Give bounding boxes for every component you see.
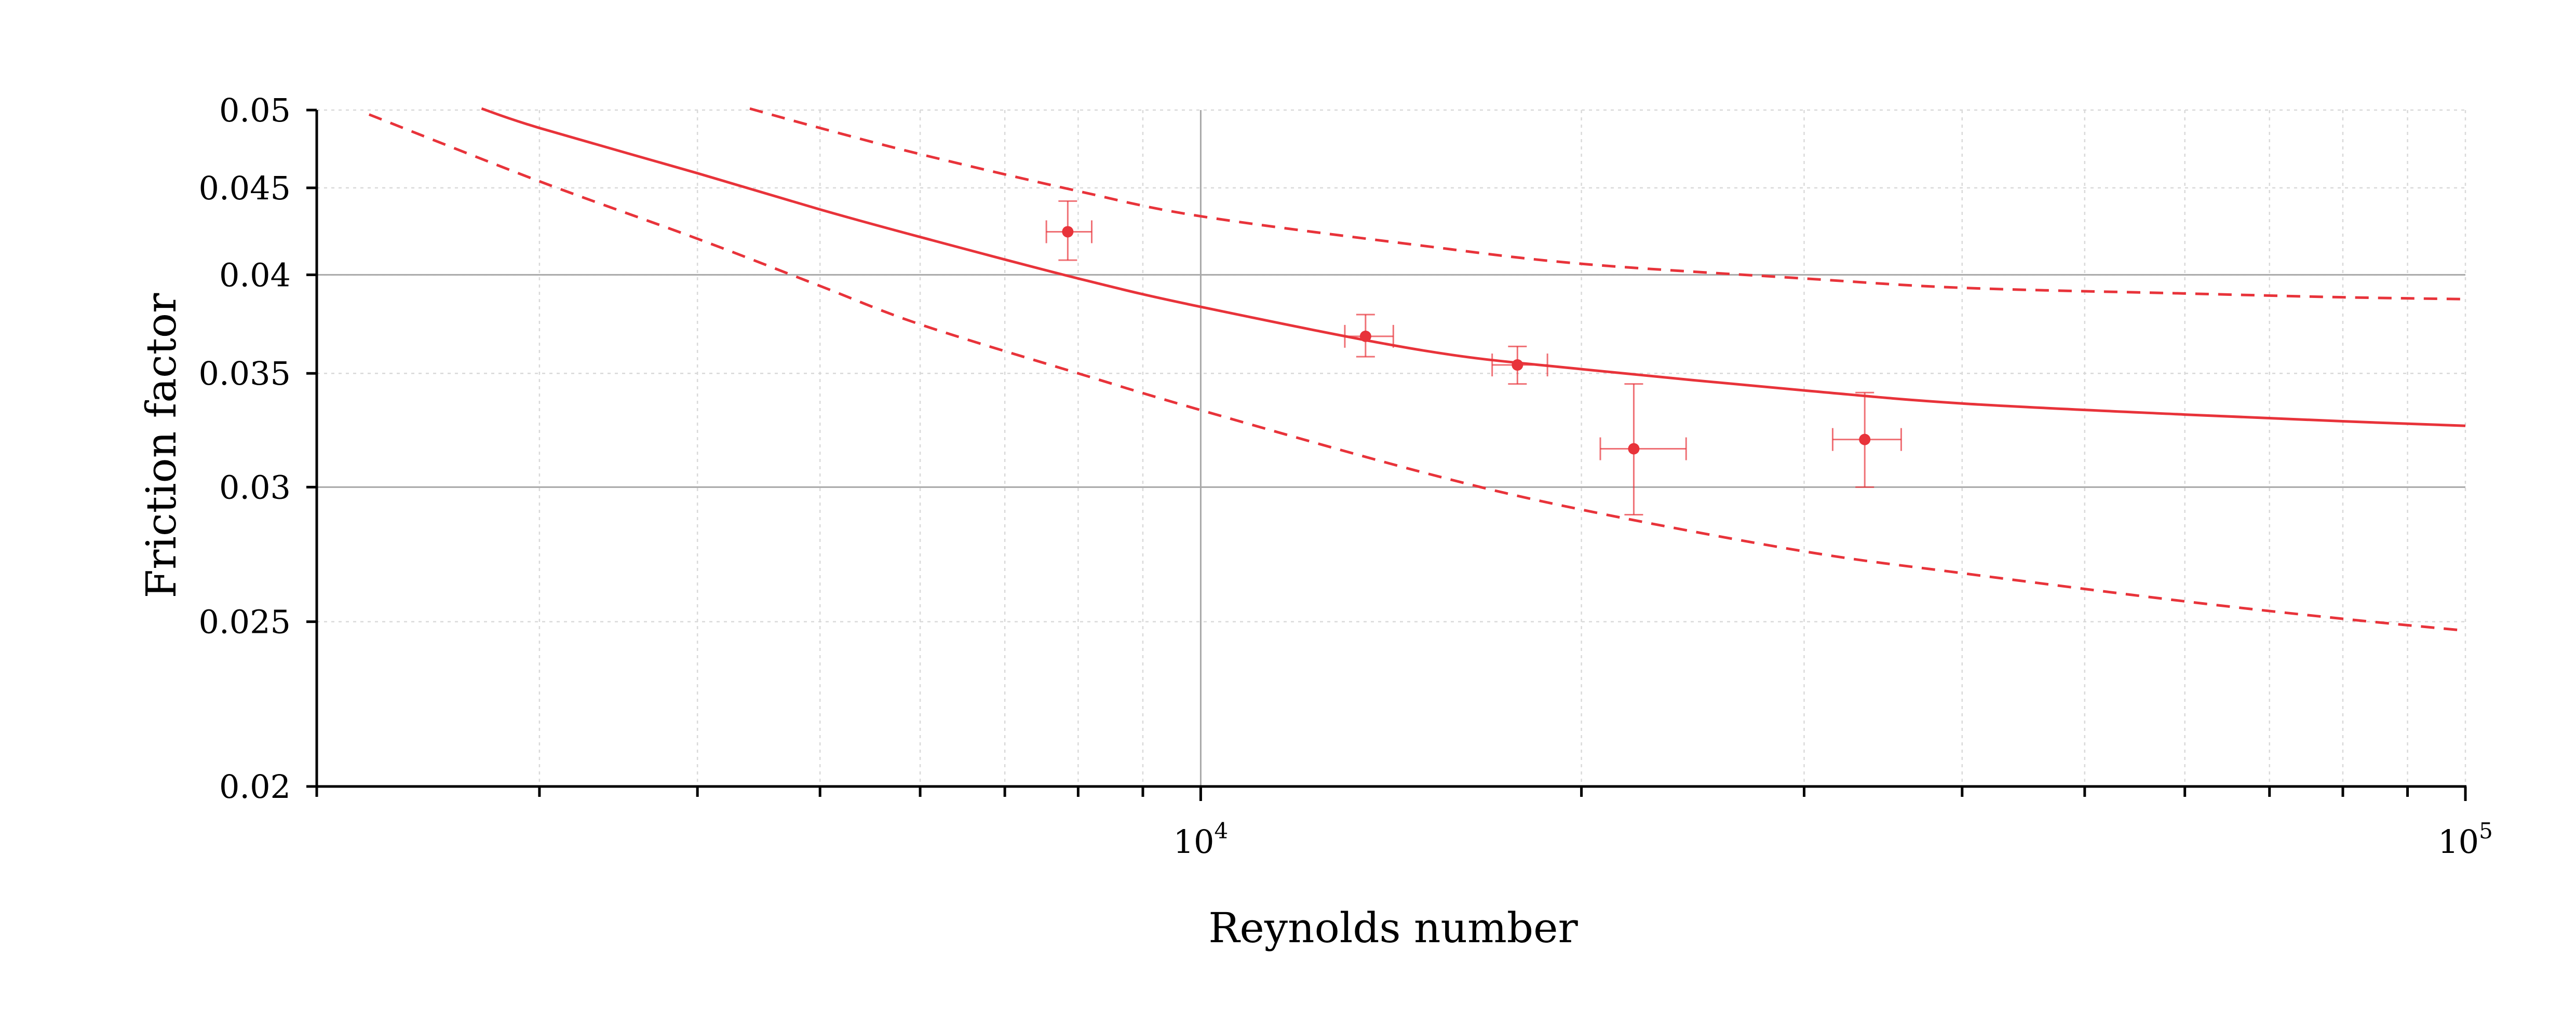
y-tick-label: 0.03 <box>219 468 291 506</box>
y-tick-label: 0.035 <box>199 355 291 392</box>
x-tick-label-base: 10 <box>1174 823 1215 861</box>
data-marker <box>1628 443 1640 455</box>
y-axis-title: Friction factor <box>137 293 185 598</box>
dashed-bound-curve <box>749 107 2465 301</box>
x-axis-title: Reynolds number <box>1208 904 1578 952</box>
data-marker <box>1859 433 1871 445</box>
x-tick-label-base: 10 <box>2438 823 2479 861</box>
data-point <box>1344 314 1394 358</box>
x-tick-label-exponent: 5 <box>2479 818 2493 844</box>
data-points <box>1045 200 1902 516</box>
data-marker <box>1359 330 1371 342</box>
y-tick-label: 0.045 <box>199 169 291 207</box>
x-tick-label-exponent: 4 <box>1214 818 1228 844</box>
x-tick-label: 104 <box>1174 818 1229 861</box>
data-point <box>1491 345 1548 385</box>
major-grid <box>317 110 2465 786</box>
series-curves <box>368 107 2465 632</box>
y-tick-label: 0.025 <box>199 603 291 641</box>
data-point <box>1599 383 1687 516</box>
data-point <box>1831 391 1902 488</box>
y-tick-label: 0.04 <box>219 256 291 294</box>
fit-curve <box>481 107 2465 427</box>
x-tick-label: 105 <box>2438 818 2493 861</box>
y-tick-label: 0.05 <box>219 91 291 129</box>
data-point <box>1045 200 1093 261</box>
data-marker <box>1512 359 1523 371</box>
data-marker <box>1062 226 1074 238</box>
axis-ticks <box>306 108 2467 801</box>
y-tick-label: 0.02 <box>219 768 291 806</box>
dashed-bound-curve <box>368 113 2465 632</box>
axes <box>315 110 2466 788</box>
